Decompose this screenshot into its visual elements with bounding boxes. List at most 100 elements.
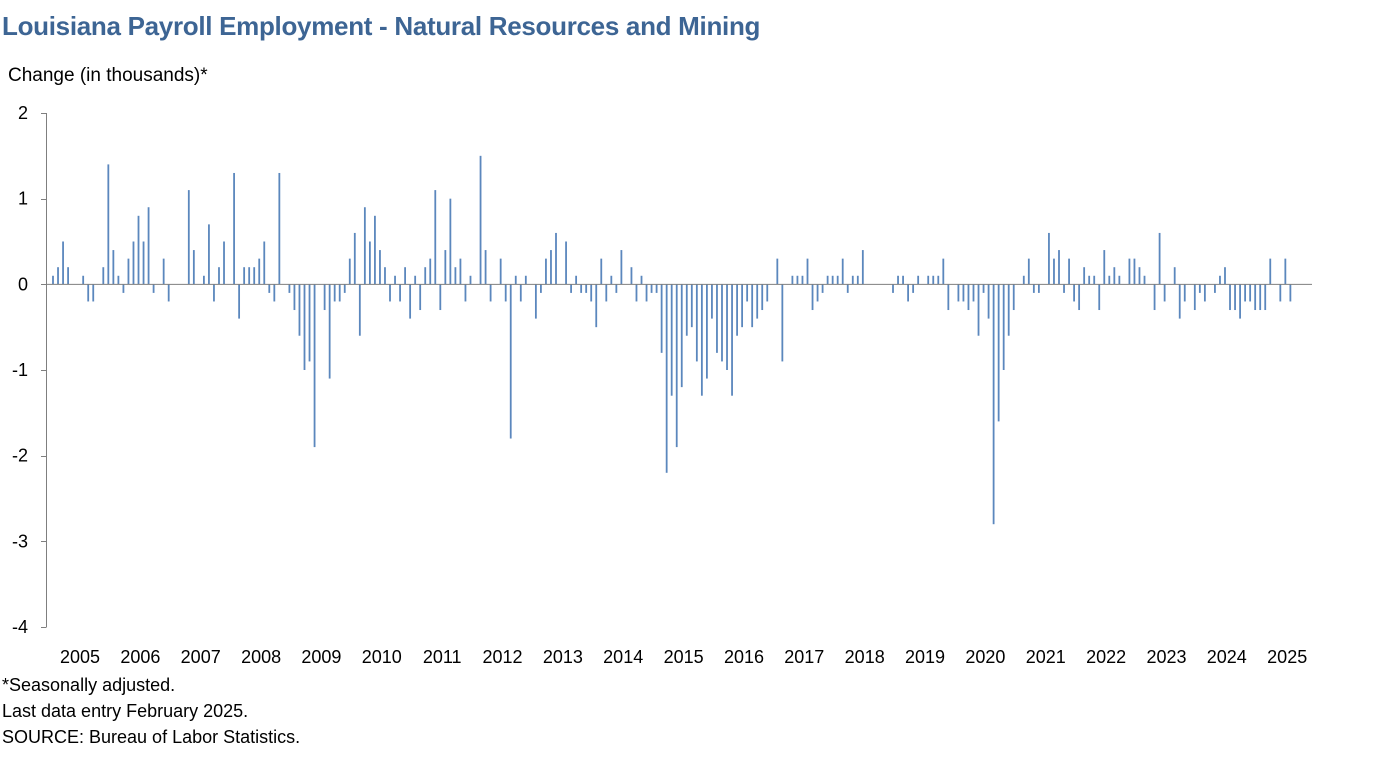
bar (816, 284, 819, 302)
bar (223, 241, 225, 285)
y-tick-label: 0 (18, 274, 28, 294)
bar (338, 284, 341, 302)
bar (600, 258, 603, 285)
bar (1229, 284, 1231, 311)
bar (610, 275, 613, 285)
bar (203, 275, 205, 285)
bar (640, 275, 643, 285)
bar (565, 241, 567, 285)
y-tick-label: -2 (12, 446, 28, 466)
bar (233, 172, 235, 285)
bar (218, 267, 220, 285)
bar (1022, 275, 1025, 285)
y-tick-label: 2 (18, 103, 28, 123)
bar (333, 284, 336, 302)
bar (942, 258, 945, 285)
bar (711, 284, 713, 319)
bar (1264, 284, 1267, 311)
bar (1259, 284, 1262, 311)
bar (907, 284, 909, 302)
bar (288, 284, 291, 293)
x-tick-label: 2017 (784, 647, 824, 667)
bar (534, 284, 537, 319)
bar (429, 258, 432, 285)
x-tick-label: 2006 (120, 647, 160, 667)
bar (1198, 284, 1201, 293)
footnote-source: SOURCE: Bureau of Labor Statistics. (2, 727, 301, 747)
footnote-last-entry: Last data entry February 2025. (2, 701, 249, 721)
bar (675, 284, 678, 448)
bar (504, 284, 507, 302)
bar (1032, 284, 1035, 293)
bar (781, 284, 784, 362)
bar (716, 284, 718, 353)
bar (1249, 284, 1252, 302)
bar (700, 284, 703, 396)
bar (685, 284, 688, 336)
bar (1007, 284, 1010, 336)
x-tick-label: 2022 (1086, 647, 1126, 667)
bar (102, 267, 105, 285)
x-tick-label: 2007 (181, 647, 221, 667)
bar (389, 284, 391, 302)
bar (1108, 275, 1111, 285)
bar (540, 284, 542, 293)
bar (1012, 284, 1015, 311)
bar (399, 284, 401, 302)
bar (967, 284, 970, 311)
bar (856, 275, 859, 285)
bar (308, 284, 311, 362)
footnote-seasonal: *Seasonally adjusted. (2, 675, 176, 695)
bar (550, 250, 552, 285)
bar (1289, 284, 1292, 302)
bar (1053, 258, 1055, 285)
bar (167, 284, 170, 302)
bar (238, 284, 241, 319)
bar (1118, 275, 1121, 285)
bar (615, 284, 618, 293)
bar (1037, 284, 1040, 293)
bar (846, 284, 849, 293)
bar (841, 258, 844, 285)
bar (1279, 284, 1282, 302)
bar (595, 284, 598, 328)
bar (479, 155, 482, 285)
x-tick-label: 2020 (965, 647, 1005, 667)
bar (776, 258, 779, 285)
x-tick-label: 2014 (603, 647, 643, 667)
x-tick-label: 2011 (423, 647, 462, 667)
bar (414, 275, 417, 285)
bar (444, 250, 447, 285)
bar (635, 284, 638, 302)
bar (706, 284, 708, 379)
bar-series (52, 155, 1292, 525)
bar (248, 267, 251, 285)
x-tick-label: 2021 (1026, 647, 1066, 667)
y-tick-label: 1 (18, 189, 28, 209)
x-tick-label: 2013 (543, 647, 583, 667)
bar (690, 284, 693, 328)
bar (665, 284, 668, 473)
bar (484, 250, 487, 285)
x-tick-label: 2025 (1267, 647, 1307, 667)
bar (982, 284, 985, 293)
bar (343, 284, 346, 293)
bar (1058, 250, 1060, 285)
bar (791, 275, 794, 285)
bar (1103, 250, 1106, 285)
bar (62, 241, 64, 285)
bar (977, 284, 980, 336)
bar (469, 275, 472, 285)
bar (192, 250, 195, 285)
bar (509, 284, 512, 439)
bar (374, 215, 376, 285)
x-tick-label: 2012 (482, 647, 522, 667)
bar (213, 284, 215, 302)
x-tick-labels: 2005 2006 2007 2008 2009 2010 2011 2012 2013 2014… (60, 647, 1307, 667)
bar (620, 250, 623, 285)
bar (726, 284, 728, 370)
y-tick-label: -4 (12, 617, 28, 637)
bar (394, 275, 396, 285)
bar (1048, 232, 1050, 285)
